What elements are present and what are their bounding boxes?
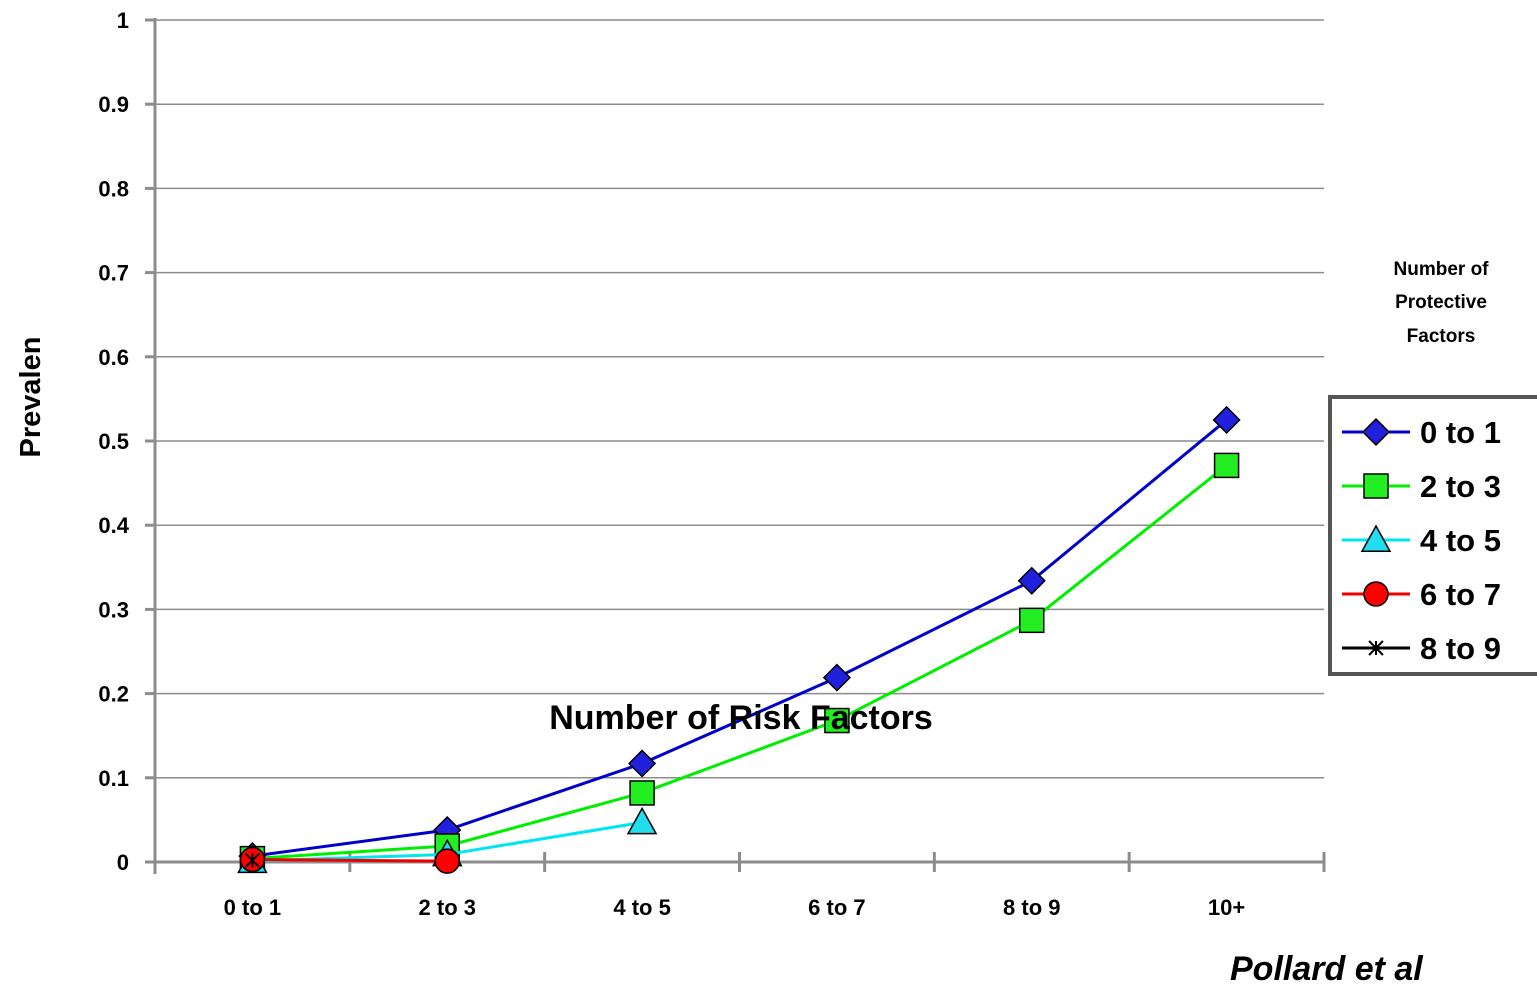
data-point <box>628 749 657 778</box>
legend-label: 4 to 5 <box>1420 523 1501 558</box>
x-tick-label: 10+ <box>1208 895 1245 920</box>
legend-label: 8 to 9 <box>1420 631 1501 666</box>
y-tick-label: 0.7 <box>98 261 129 286</box>
legend-item: 8 to 9 <box>1342 631 1501 666</box>
legend-marker <box>1368 640 1384 656</box>
x-tick-label: 2 to 3 <box>419 895 476 920</box>
y-tick-label: 0 <box>117 850 129 875</box>
y-tick-label: 0.5 <box>98 429 129 454</box>
legend-label: 0 to 1 <box>1420 415 1501 450</box>
credit-text: Pollard et al <box>1230 950 1424 985</box>
axes <box>145 18 1326 874</box>
data-point <box>244 852 261 869</box>
data-point <box>629 780 655 806</box>
legend-marker <box>1360 524 1392 552</box>
data-point <box>824 707 850 734</box>
data-point <box>626 806 658 835</box>
legend-title-line-2: Protective <box>1395 292 1487 313</box>
plot-series <box>237 405 1241 874</box>
y-tick-label: 0.3 <box>98 597 129 622</box>
series-0-to-1 <box>238 405 1241 871</box>
legend-box <box>1328 395 1537 676</box>
data-point <box>1019 607 1045 634</box>
y-tick-label: 0.2 <box>98 682 129 707</box>
x-tick-label: 6 to 7 <box>808 895 865 920</box>
legend: Number of Protective Factors 0 to 1 2 to … <box>1328 259 1537 676</box>
y-tick-label: 1 <box>117 8 129 33</box>
x-axis-title: Number of Risk Factors <box>549 699 933 737</box>
legend-title-line-3: Factors <box>1407 326 1476 347</box>
legend-item: 2 to 3 <box>1342 469 1501 504</box>
series-line <box>252 464 1228 861</box>
tick-labels: 0 0.1 0.2 0.3 0.4 0.5 0.6 0.7 0.8 0.9 1 0 to 1 2 to … <box>98 8 1245 920</box>
y-tick-label: 0.1 <box>98 766 129 791</box>
grid-lines <box>155 19 1324 779</box>
series-2-to-3 <box>239 452 1240 872</box>
data-point <box>1017 566 1046 595</box>
x-tick-label: 4 to 5 <box>613 895 670 920</box>
x-tick-label: 0 to 1 <box>224 895 281 920</box>
data-point <box>1212 405 1241 435</box>
legend-item: 0 to 1 <box>1342 415 1501 450</box>
y-tick-label: 0.4 <box>98 513 129 538</box>
data-point <box>434 848 460 874</box>
series-line <box>252 418 1228 858</box>
y-tick-label: 0.9 <box>98 92 129 117</box>
legend-title-line-1: Number of <box>1394 259 1490 280</box>
series-line <box>252 857 448 863</box>
legend-marker <box>1361 417 1391 447</box>
legend-marker <box>1363 581 1389 607</box>
y-tick-label: 0.6 <box>98 345 129 370</box>
legend-label: 6 to 7 <box>1420 577 1501 612</box>
data-point <box>1213 452 1240 479</box>
y-axis-title: Prevalen <box>15 337 47 458</box>
legend-marker <box>1363 473 1389 499</box>
legend-item: 4 to 5 <box>1342 523 1501 558</box>
legend-label: 2 to 3 <box>1420 469 1501 504</box>
series-8-to-9 <box>244 852 261 869</box>
y-tick-label: 0.8 <box>98 176 129 201</box>
data-point <box>822 663 851 692</box>
x-tick-label: 8 to 9 <box>1003 895 1060 920</box>
legend-item: 6 to 7 <box>1342 577 1501 612</box>
